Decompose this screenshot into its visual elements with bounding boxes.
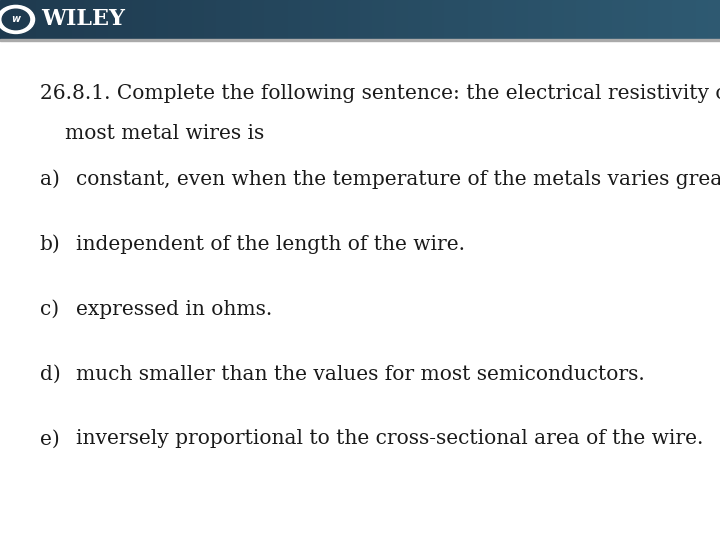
Bar [612,0,625,39]
Bar [492,0,505,39]
Bar [408,0,420,39]
Bar [96,0,109,39]
Bar [324,0,337,39]
Bar [444,0,456,39]
Bar [372,0,384,39]
Bar [588,0,600,39]
Text: b): b) [40,235,60,254]
Text: 26.8.1. Complete the following sentence: the electrical resistivity of: 26.8.1. Complete the following sentence:… [40,84,720,103]
Circle shape [0,5,35,33]
Bar [396,0,409,39]
Bar [60,0,73,39]
Text: inversely proportional to the cross-sectional area of the wire.: inversely proportional to the cross-sect… [76,429,703,448]
Bar [12,0,24,39]
Bar [348,0,361,39]
Text: w: w [12,15,20,24]
Bar [288,0,301,39]
Bar [168,0,181,39]
Text: e): e) [40,429,59,448]
Text: much smaller than the values for most semiconductors.: much smaller than the values for most se… [76,364,644,383]
Text: expressed in ohms.: expressed in ohms. [76,300,272,319]
Bar [564,0,577,39]
Bar [504,0,517,39]
Bar [204,0,217,39]
Text: constant, even when the temperature of the metals varies greatly.: constant, even when the temperature of t… [76,170,720,189]
Bar [696,0,708,39]
Bar [24,0,37,39]
Bar [336,0,348,39]
Bar [0,39,720,41]
Text: c): c) [40,300,59,319]
Bar [276,0,289,39]
Bar [540,0,553,39]
Bar [120,0,132,39]
Bar [456,0,469,39]
Text: most metal wires is: most metal wires is [65,124,264,143]
Bar [708,0,720,39]
Bar [600,0,613,39]
Bar [576,0,589,39]
Bar [660,0,672,39]
Bar [48,0,60,39]
Bar [132,0,145,39]
Bar [156,0,168,39]
Bar [384,0,397,39]
Circle shape [2,9,30,30]
Bar [432,0,445,39]
Bar [468,0,481,39]
Bar [648,0,661,39]
Bar [36,0,49,39]
Text: a): a) [40,170,60,189]
Bar [684,0,697,39]
Bar [516,0,528,39]
Bar [300,0,312,39]
Bar [84,0,96,39]
Bar [216,0,229,39]
Bar [228,0,240,39]
Bar [144,0,157,39]
Bar [636,0,649,39]
Bar [420,0,433,39]
Bar [528,0,541,39]
Bar [624,0,636,39]
Bar [480,0,492,39]
Bar [252,0,265,39]
Text: WILEY: WILEY [41,9,125,30]
Bar [264,0,276,39]
Bar [72,0,85,39]
Bar [552,0,564,39]
Bar [180,0,193,39]
Bar [0,0,13,39]
Bar [240,0,253,39]
Bar [312,0,325,39]
Bar [108,0,121,39]
Bar [360,0,373,39]
Bar [672,0,685,39]
Bar [192,0,204,39]
Text: d): d) [40,364,60,383]
Text: independent of the length of the wire.: independent of the length of the wire. [76,235,464,254]
